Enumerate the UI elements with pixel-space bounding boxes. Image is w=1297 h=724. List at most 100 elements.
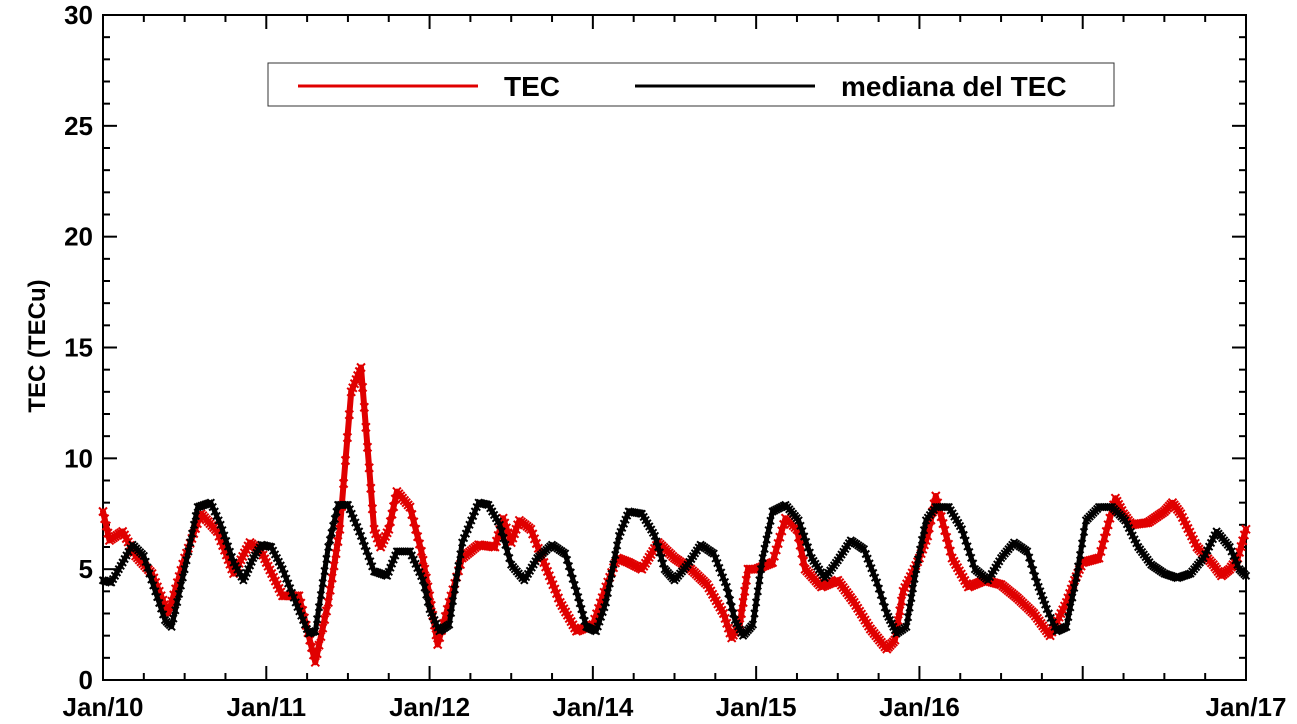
data-point: [156, 604, 166, 613]
data-point: [461, 529, 471, 538]
data-point: [910, 574, 919, 584]
data-point: [959, 530, 968, 540]
data-point: [865, 559, 874, 568]
data-point: [444, 620, 454, 629]
data-point: [420, 583, 429, 592]
data-point: [360, 541, 369, 551]
series-line: [100, 364, 1249, 666]
data-point: [1040, 600, 1050, 609]
data-point: [316, 590, 326, 600]
data-point: [575, 598, 585, 608]
data-point: [560, 549, 570, 558]
data-point: [387, 509, 397, 519]
data-point: [580, 616, 589, 626]
data-point: [572, 587, 581, 596]
data-point: [911, 564, 921, 574]
data-point: [650, 531, 660, 541]
data-point: [655, 548, 665, 557]
data-point: [329, 561, 339, 571]
data-point: [1039, 595, 1048, 605]
data-point: [1068, 593, 1077, 602]
data-point: [609, 560, 618, 569]
data-point: [218, 525, 227, 535]
data-point: [936, 511, 946, 522]
data-point: [172, 597, 182, 607]
data-point: [758, 553, 767, 563]
data-point: [908, 584, 918, 593]
data-point: [715, 563, 724, 573]
data-point: [657, 553, 666, 563]
data-point: [314, 640, 324, 650]
data-point: [333, 536, 343, 547]
data-point: [317, 623, 328, 633]
x-tick-label: Jan/11: [227, 692, 307, 719]
data-point: [709, 549, 718, 558]
data-point: [495, 520, 505, 530]
data-point: [591, 626, 601, 636]
data-point: [1233, 560, 1242, 569]
data-point: [902, 622, 911, 632]
data-point: [727, 602, 736, 612]
x-tick-label: Jan/14: [552, 692, 633, 719]
data-point: [354, 527, 364, 536]
data-point: [1071, 573, 1081, 583]
data-point: [1227, 547, 1236, 556]
data-point: [1064, 612, 1073, 622]
data-point: [566, 568, 576, 577]
data-point: [149, 581, 158, 590]
data-point: [298, 615, 308, 625]
data-point: [1024, 553, 1034, 562]
data-point: [151, 587, 160, 596]
data-point: [359, 402, 370, 413]
data-point: [741, 575, 752, 586]
data-point: [287, 588, 297, 598]
data-point: [158, 610, 168, 619]
data-point: [941, 532, 952, 543]
data-point: [1034, 582, 1043, 592]
data-point: [311, 626, 320, 636]
data-point: [419, 564, 430, 574]
data-point: [143, 563, 152, 572]
data-point: [366, 557, 375, 566]
data-point: [328, 521, 338, 531]
data-point: [291, 598, 300, 607]
data-point: [1036, 587, 1045, 596]
data-point: [446, 608, 456, 618]
data-point: [310, 657, 321, 668]
data-point: [739, 586, 750, 597]
data-point: [340, 455, 351, 466]
data-point: [367, 504, 378, 514]
data-point: [488, 542, 498, 552]
data-point: [1096, 546, 1106, 557]
data-point: [917, 535, 927, 545]
data-point: [1073, 562, 1083, 571]
data-point: [327, 528, 336, 538]
data-point: [724, 589, 733, 598]
data-point: [764, 525, 773, 535]
data-point: [799, 532, 809, 541]
data-point: [605, 579, 614, 588]
data-point: [1241, 571, 1251, 581]
data-point: [1026, 559, 1036, 569]
data-point: [725, 595, 735, 605]
data-point: [327, 573, 337, 583]
data-point: [332, 507, 341, 517]
data-point: [940, 525, 950, 536]
data-point: [189, 520, 199, 530]
data-point: [612, 541, 622, 550]
data-point: [470, 507, 480, 516]
data-point: [343, 500, 353, 510]
x-tick-label: Jan/12: [389, 692, 470, 719]
data-point: [562, 555, 572, 565]
data-point: [716, 568, 726, 577]
data-point: [913, 555, 923, 564]
data-point: [353, 522, 362, 532]
data-point: [963, 542, 972, 551]
data-point: [282, 574, 291, 583]
data-point: [180, 564, 189, 574]
data-point: [805, 548, 815, 557]
data-point: [653, 542, 663, 552]
data-point: [1075, 550, 1085, 560]
data-point: [775, 532, 785, 542]
data-point: [729, 609, 738, 618]
